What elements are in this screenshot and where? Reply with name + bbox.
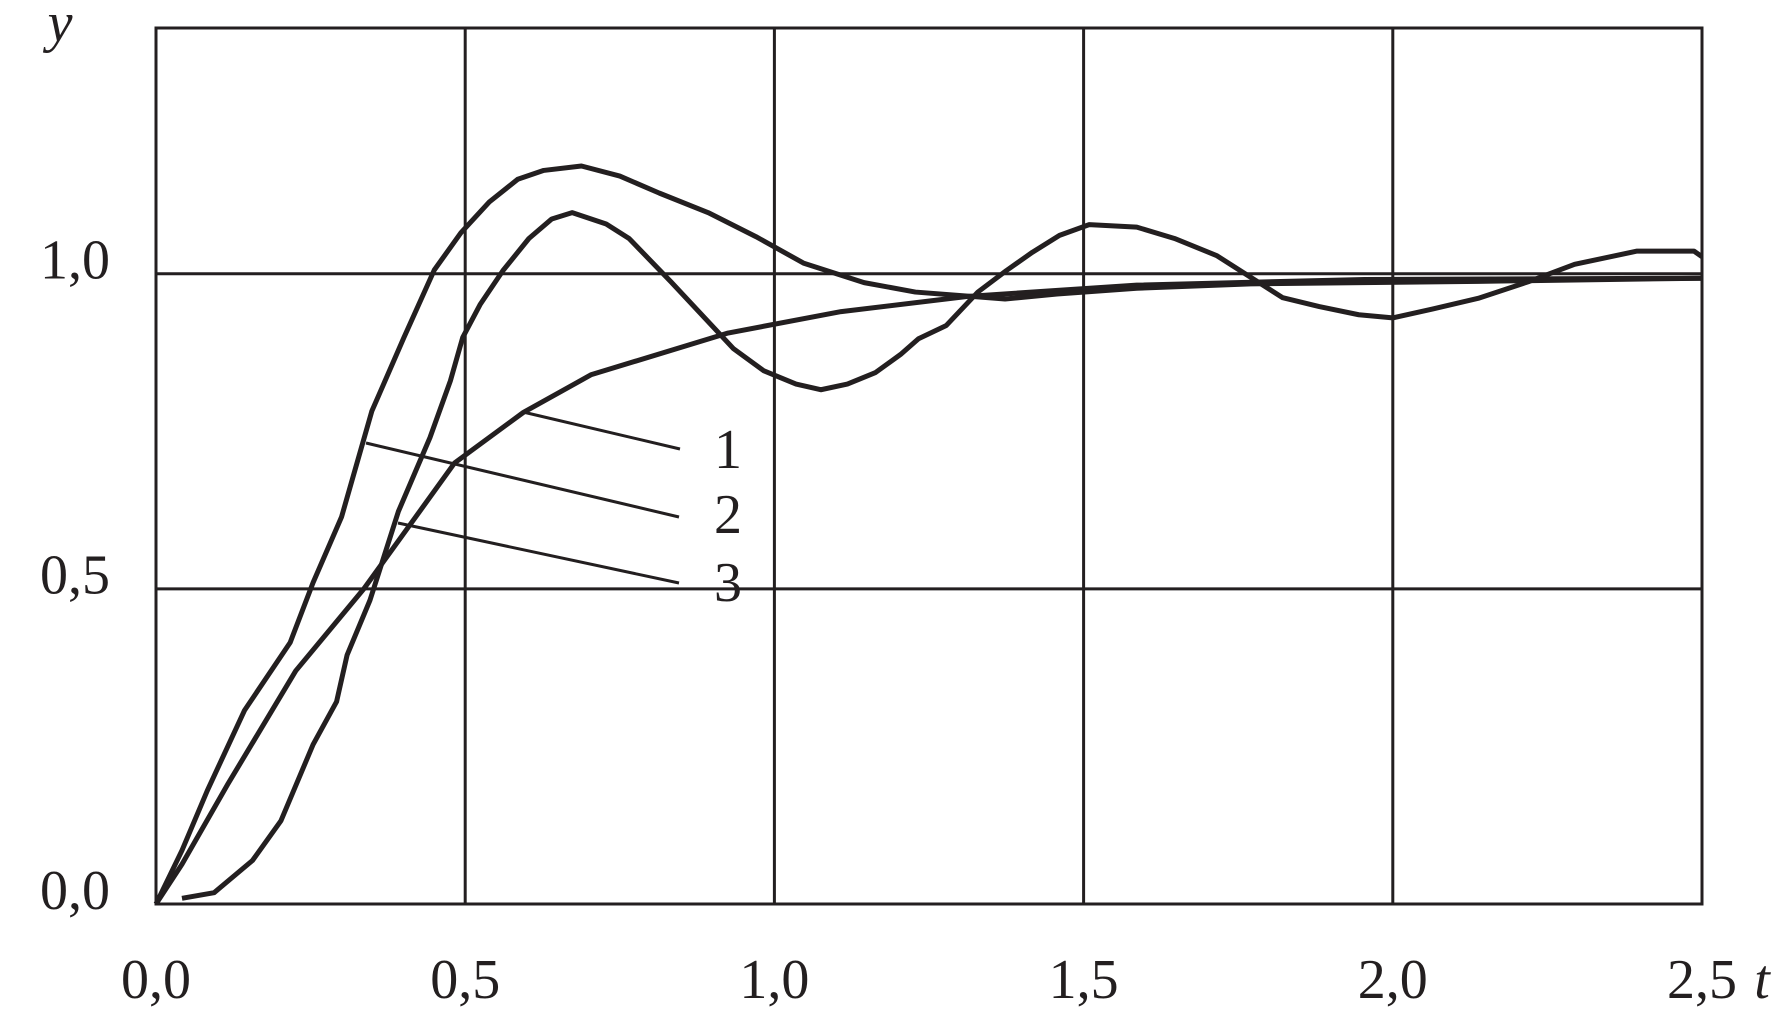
series-label: 1 bbox=[714, 419, 742, 481]
x-axis-label: t bbox=[1754, 949, 1771, 1011]
line-series bbox=[181, 210, 1704, 901]
y-tick-label: 0,5 bbox=[40, 545, 110, 607]
x-tick-label: 0,5 bbox=[430, 949, 500, 1011]
plot-frame bbox=[154, 26, 1704, 906]
leader-line bbox=[365, 441, 680, 519]
series-label: 3 bbox=[714, 552, 742, 614]
series-label: 2 bbox=[714, 484, 742, 546]
y-tick-label: 1,0 bbox=[40, 230, 110, 292]
y-tick-label: 0,0 bbox=[40, 860, 110, 922]
leader-line bbox=[522, 410, 681, 451]
line-series bbox=[153, 275, 1703, 906]
line-series bbox=[153, 163, 1703, 906]
x-tick-label: 2,5 bbox=[1667, 949, 1737, 1011]
y-axis-label: y bbox=[43, 0, 73, 54]
leader-line bbox=[397, 521, 680, 585]
x-tick-label: 1,5 bbox=[1049, 949, 1119, 1011]
x-tick-label: 2,0 bbox=[1358, 949, 1428, 1011]
x-tick-label: 0,0 bbox=[121, 949, 191, 1011]
x-tick-label: 1,0 bbox=[739, 949, 809, 1011]
